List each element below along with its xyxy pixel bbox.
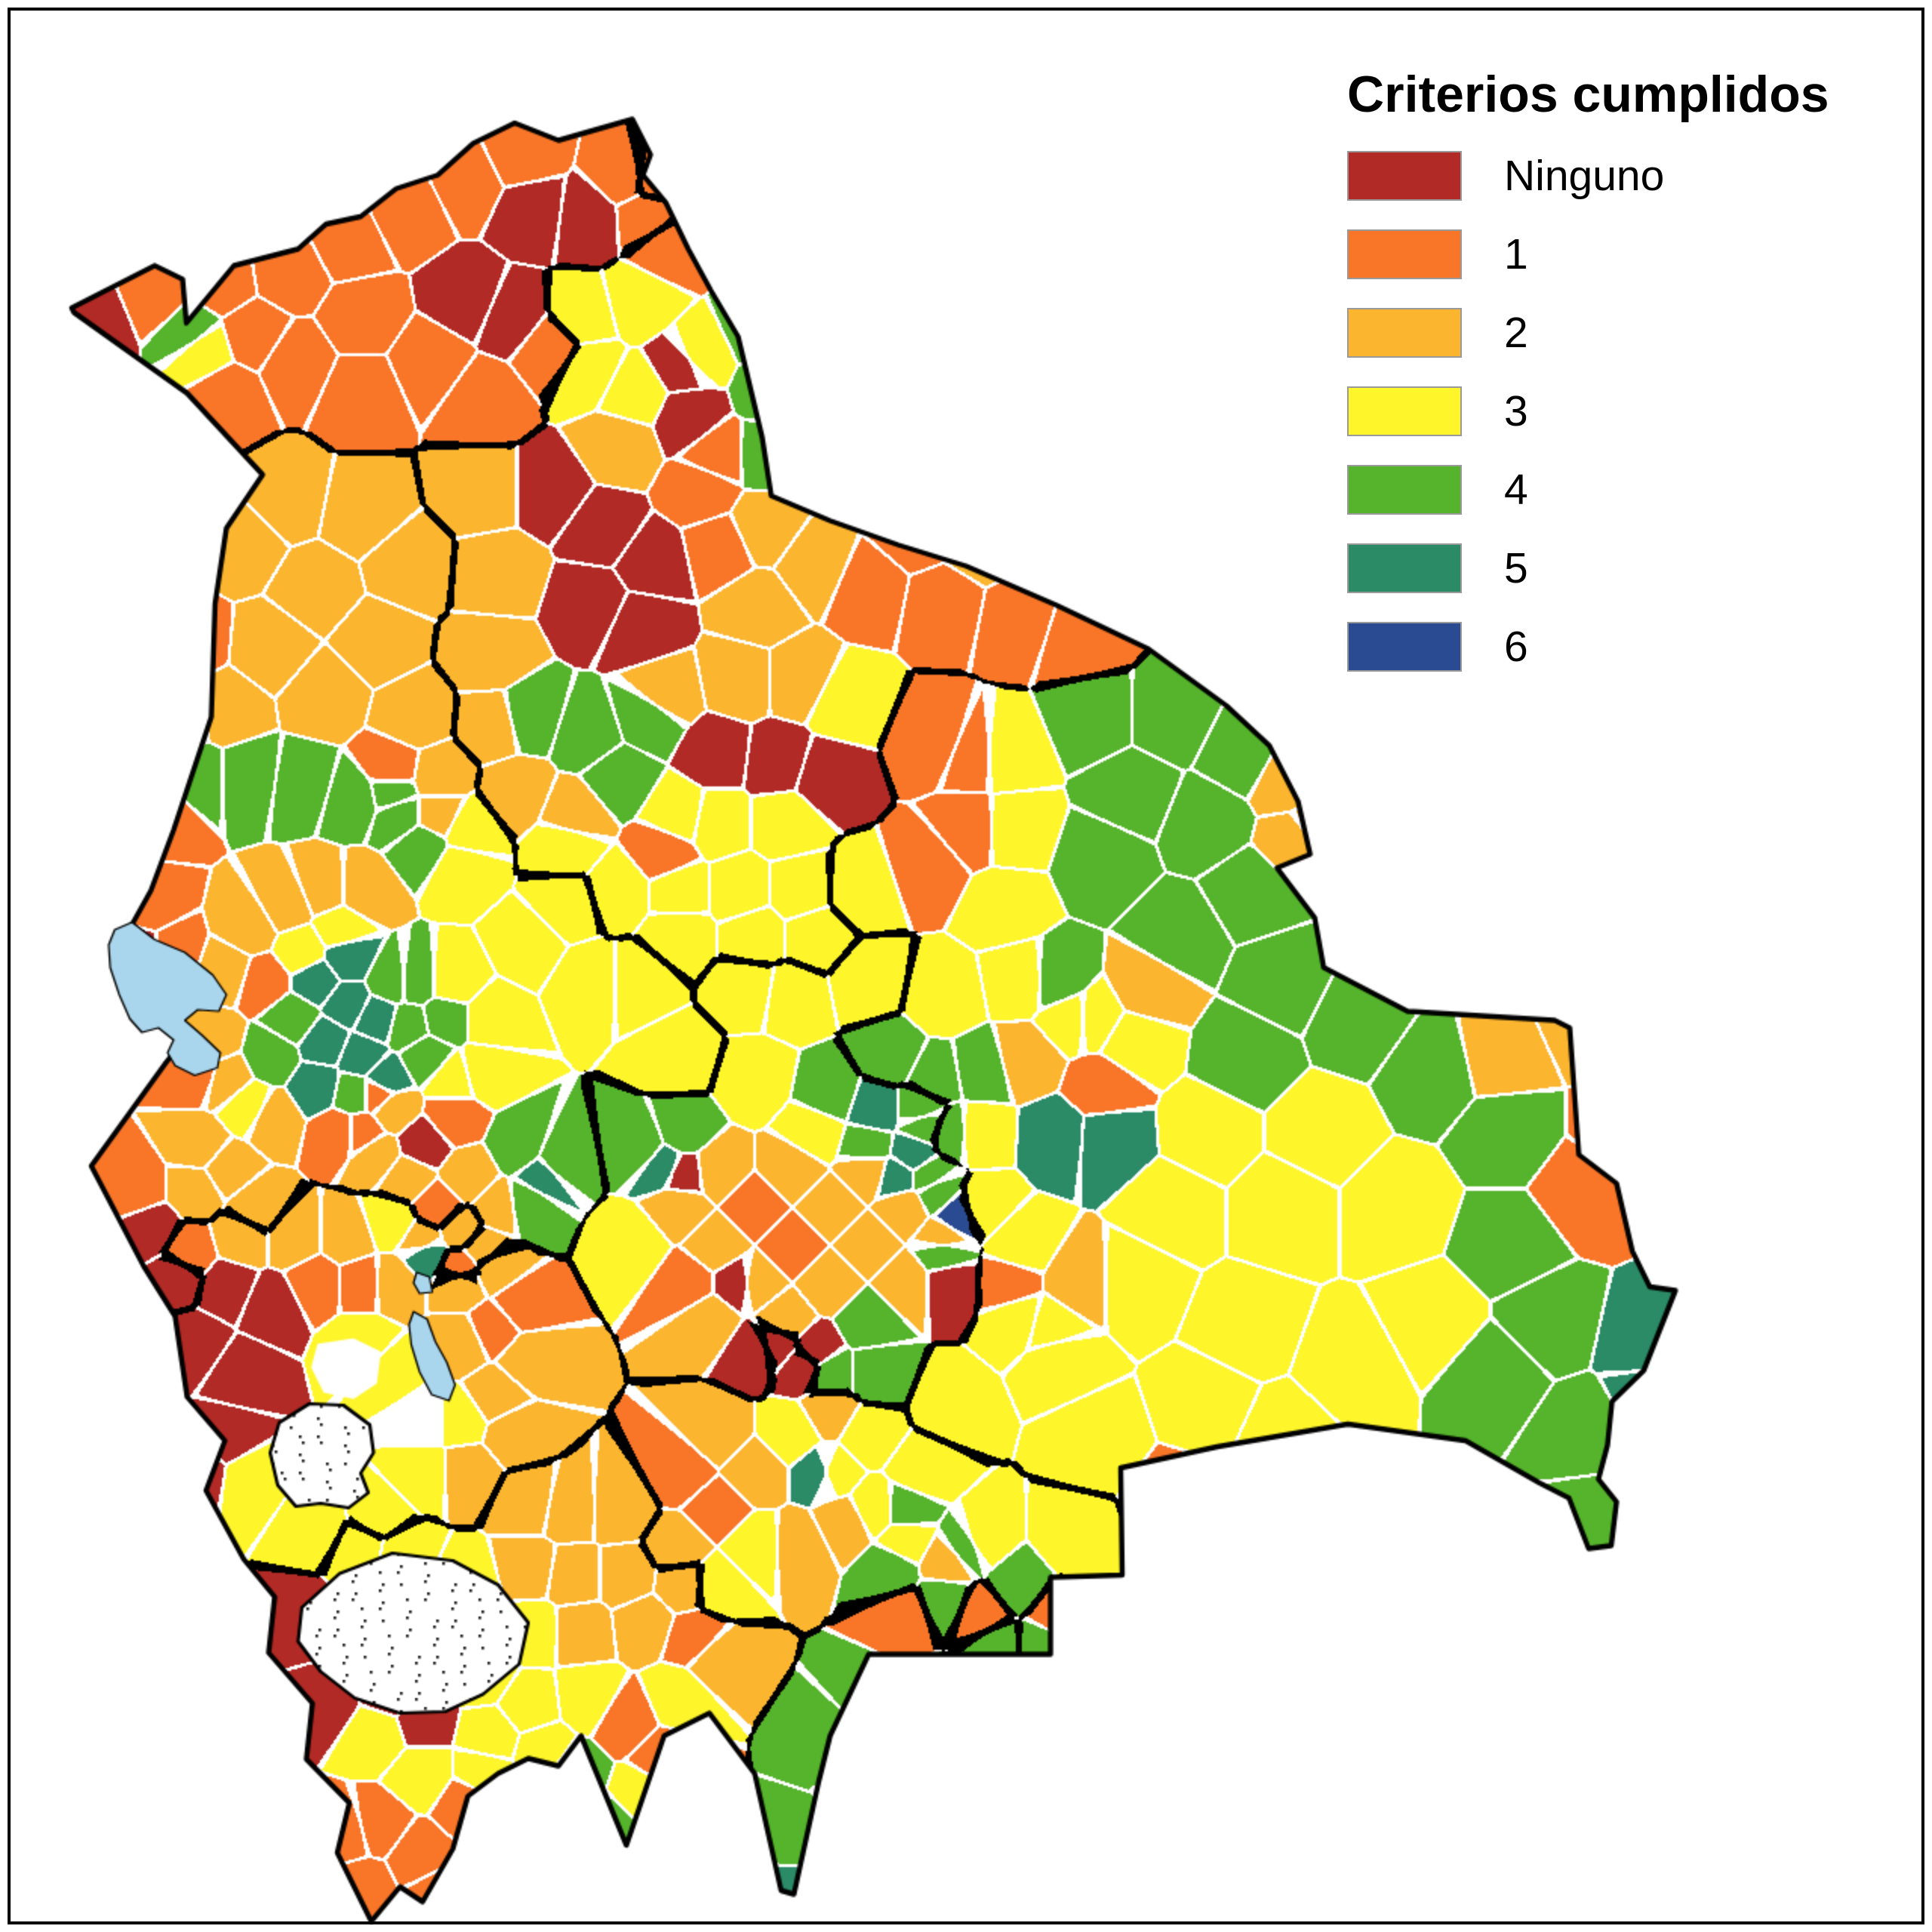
- legend-item-label: 5: [1504, 544, 1528, 592]
- legend-swatch: [1347, 308, 1462, 358]
- legend-item-label: Ninguno: [1504, 152, 1665, 200]
- legend-swatch: [1347, 229, 1462, 279]
- legend-swatch: [1347, 151, 1462, 201]
- legend-item-label: 3: [1504, 387, 1528, 435]
- legend-item-label: 4: [1504, 466, 1528, 514]
- legend-item-label: 2: [1504, 309, 1528, 357]
- legend-swatch: [1347, 543, 1462, 593]
- legend-item: 6: [1347, 622, 1829, 672]
- legend-swatch: [1347, 465, 1462, 515]
- legend-swatch: [1347, 622, 1462, 672]
- legend-item-label: 1: [1504, 230, 1528, 278]
- legend-item-label: 6: [1504, 623, 1528, 671]
- legend-item: 1: [1347, 229, 1829, 279]
- legend-item: 5: [1347, 543, 1829, 593]
- legend-item: 4: [1347, 465, 1829, 515]
- legend-item: Ninguno: [1347, 151, 1829, 201]
- legend-items: Ninguno 1 2 3 4 5 6: [1347, 151, 1829, 672]
- legend-title: Criterios cumplidos: [1347, 66, 1829, 123]
- legend-item: 2: [1347, 308, 1829, 358]
- legend-swatch: [1347, 386, 1462, 436]
- legend-item: 3: [1347, 386, 1829, 436]
- legend: Criterios cumplidos Ninguno 1 2 3 4 5 6: [1347, 65, 1829, 700]
